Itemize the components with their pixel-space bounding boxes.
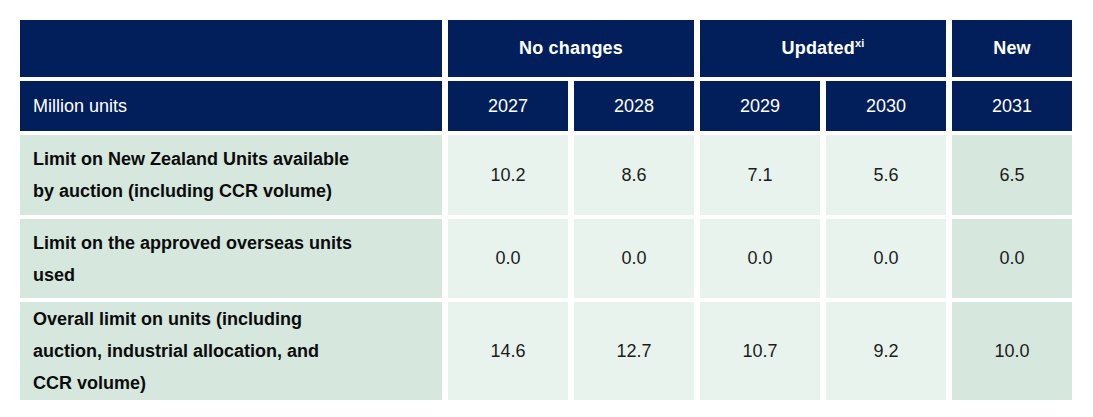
year-header-2029: 2029 xyxy=(700,81,820,131)
table-row-overseas-limit: Limit on the approved overseas units use… xyxy=(20,219,1072,298)
value-cell-new: 6.5 xyxy=(952,135,1072,215)
value-cell: 10.2 xyxy=(448,135,568,215)
year-header-2028: 2028 xyxy=(574,81,694,131)
row-label-line: CCR volume) xyxy=(33,367,434,399)
group-label-updated: Updated xyxy=(782,38,855,58)
value-cell: 12.7 xyxy=(574,302,694,400)
group-header-updated: Updatedxi xyxy=(700,20,946,77)
year-header-row: Million units 2027 2028 2029 2030 2031 xyxy=(20,81,1072,131)
row-label: Limit on New Zealand Units available by … xyxy=(20,135,442,215)
group-header-new: New xyxy=(952,20,1072,77)
row-label-line: by auction (including CCR volume) xyxy=(33,175,434,207)
row-label: Limit on the approved overseas units use… xyxy=(20,219,442,298)
value-cell: 9.2 xyxy=(826,302,946,400)
row-label-line: auction, industrial allocation, and xyxy=(33,335,434,367)
year-header-2030: 2030 xyxy=(826,81,946,131)
row-label-line: Overall limit on units (including xyxy=(33,303,434,335)
year-header-2027: 2027 xyxy=(448,81,568,131)
value-cell: 10.7 xyxy=(700,302,820,400)
auction-limits-table: No changes Updatedxi New Million units 2… xyxy=(14,16,1078,404)
value-cell: 0.0 xyxy=(826,219,946,298)
value-cell: 0.0 xyxy=(574,219,694,298)
value-cell-new: 0.0 xyxy=(952,219,1072,298)
value-cell: 8.6 xyxy=(574,135,694,215)
value-cell: 7.1 xyxy=(700,135,820,215)
row-label-line: Limit on the approved overseas units xyxy=(33,227,434,259)
row-label-line: Limit on New Zealand Units available xyxy=(33,143,434,175)
value-cell: 0.0 xyxy=(448,219,568,298)
row-label-line: used xyxy=(33,259,434,291)
table-row-auction-limit: Limit on New Zealand Units available by … xyxy=(20,135,1072,215)
value-cell: 0.0 xyxy=(700,219,820,298)
row-label: Overall limit on units (including auctio… xyxy=(20,302,442,400)
group-label-no-changes: No changes xyxy=(519,38,623,58)
group-label-new: New xyxy=(993,38,1031,58)
group-header-no-changes: No changes xyxy=(448,20,694,77)
value-cell: 5.6 xyxy=(826,135,946,215)
table-row-overall-limit: Overall limit on units (including auctio… xyxy=(20,302,1072,400)
unit-header: Million units xyxy=(20,81,442,131)
footnote-marker: xi xyxy=(855,37,865,49)
auction-limits-figure: No changes Updatedxi New Million units 2… xyxy=(14,16,1078,404)
value-cell-new: 10.0 xyxy=(952,302,1072,400)
group-header-row: No changes Updatedxi New xyxy=(20,20,1072,77)
corner-cell xyxy=(20,20,442,77)
value-cell: 14.6 xyxy=(448,302,568,400)
year-header-2031: 2031 xyxy=(952,81,1072,131)
